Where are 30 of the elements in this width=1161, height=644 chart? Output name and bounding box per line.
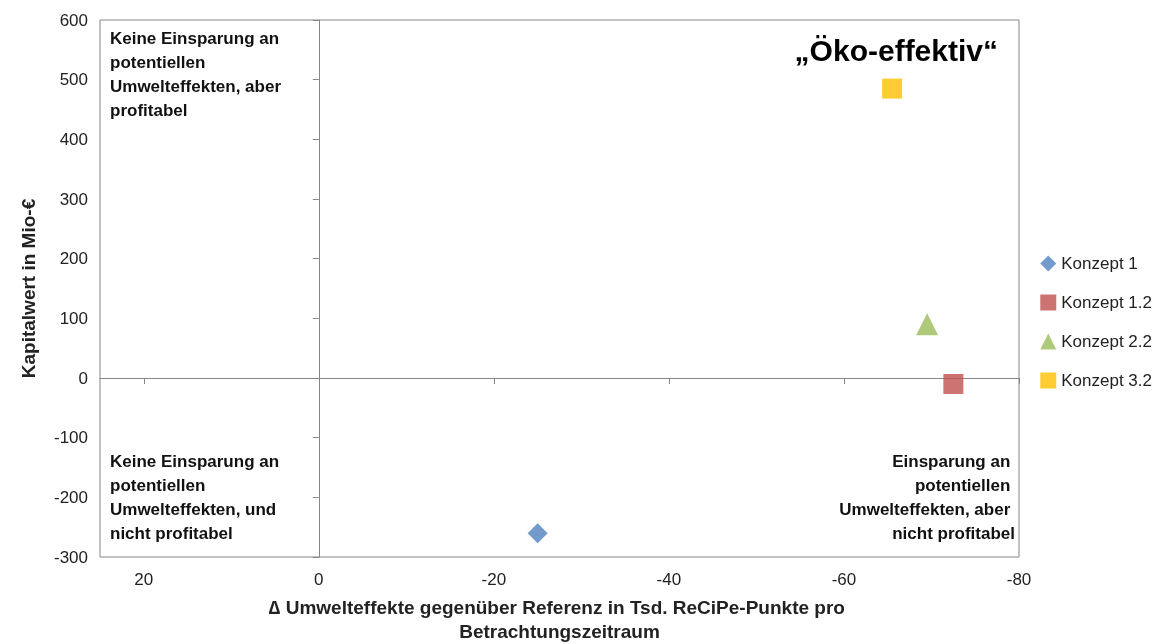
y-tick-label: 200 [59,249,88,269]
y-tick-label: -200 [53,487,88,507]
y-tick-label: -300 [53,547,88,567]
chart-title: „Öko-effektiv“ [794,33,999,67]
legend-label: Konzept 1.2 [1061,293,1153,312]
y-axis-title: Kapitalwert in Mio-€ [18,198,39,379]
x-tick-label: -80 [1006,570,1032,589]
annotation: Keine Einsparung an potentiellen Umwelteffekten, aber profitabel [110,28,286,120]
x-tick-label: -60 [831,570,857,589]
annotation: Einsparung an potentiellen Umwelteffekten, aber nicht profitabel [839,451,1015,543]
y-tick-label: 300 [59,189,88,209]
y-tick-label: 500 [59,70,88,90]
legend-label: Konzept 1 [1061,254,1138,273]
x-axis-title: ∆ Umwelteffekte gegenüber Referenz in Tsd. ReCiPe-Punkte pro Betrachtungszeitraum [268,596,851,642]
x-tick-label: 20 [134,570,154,589]
x-tick-label: -20 [481,570,507,589]
point [916,313,939,336]
y-tick-label: 600 [59,10,88,30]
y-tick-label: 0 [78,368,88,388]
y-tick-label: 400 [59,129,88,149]
x-tick-label: -40 [656,570,682,589]
point [527,523,548,544]
point [943,373,964,394]
legend-label: Konzept 2.2 [1061,332,1153,351]
annotation: Keine Einsparung an potentiellen Umwelteffekten, und nicht profitabel [110,451,284,543]
x-tick-label: 0 [314,570,324,589]
y-tick-label: 100 [59,308,88,328]
point [882,78,903,99]
y-tick-label: -100 [53,428,88,448]
legend-label: Konzept 3.2 [1061,371,1153,390]
